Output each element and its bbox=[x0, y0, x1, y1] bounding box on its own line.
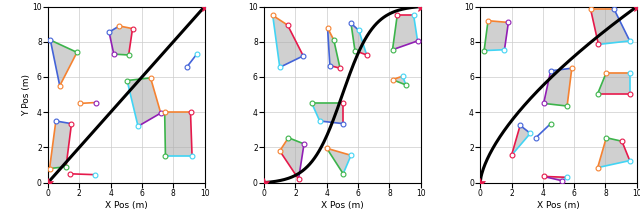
Polygon shape bbox=[127, 78, 161, 126]
X-axis label: X Pos (m): X Pos (m) bbox=[321, 201, 364, 210]
Polygon shape bbox=[392, 76, 406, 85]
Polygon shape bbox=[484, 21, 508, 51]
Polygon shape bbox=[351, 23, 367, 55]
Polygon shape bbox=[392, 15, 417, 50]
Polygon shape bbox=[109, 26, 132, 55]
Polygon shape bbox=[51, 40, 77, 86]
Polygon shape bbox=[598, 73, 630, 94]
Polygon shape bbox=[327, 148, 351, 174]
Polygon shape bbox=[328, 28, 340, 68]
Polygon shape bbox=[543, 176, 567, 181]
X-axis label: X Pos (m): X Pos (m) bbox=[105, 201, 148, 210]
Polygon shape bbox=[543, 68, 572, 106]
Polygon shape bbox=[273, 15, 303, 67]
Polygon shape bbox=[598, 138, 630, 168]
Polygon shape bbox=[280, 138, 304, 179]
Polygon shape bbox=[511, 125, 531, 155]
Polygon shape bbox=[591, 9, 630, 44]
Y-axis label: Y Pos (m): Y Pos (m) bbox=[22, 74, 31, 116]
X-axis label: X Pos (m): X Pos (m) bbox=[537, 201, 580, 210]
Polygon shape bbox=[164, 112, 192, 156]
Polygon shape bbox=[49, 121, 72, 169]
Polygon shape bbox=[312, 103, 343, 124]
